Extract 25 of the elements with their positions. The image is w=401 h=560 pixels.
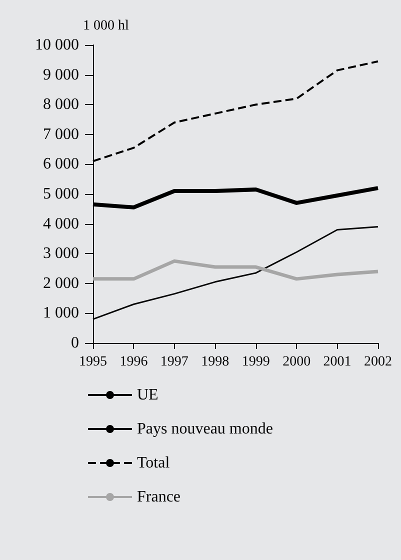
- legend-label: France: [137, 488, 181, 506]
- x-tick-label: 1997: [160, 354, 188, 370]
- y-tick-label: 7 000: [43, 126, 79, 143]
- legend-label: Total: [137, 454, 170, 472]
- x-tick-label: 1998: [201, 354, 230, 370]
- y-tick-label: 4 000: [43, 215, 79, 232]
- x-tick-label: 1995: [79, 354, 107, 370]
- y-tick-label: 3 000: [43, 245, 79, 262]
- y-axis-title: 1 000 hl: [83, 18, 129, 34]
- y-tick-label: 8 000: [43, 96, 79, 114]
- legend-label: UE: [137, 386, 158, 404]
- y-tick-label: 6 000: [43, 156, 79, 173]
- x-tick-label: 1996: [120, 354, 148, 370]
- x-tick-label: 2002: [364, 354, 392, 370]
- y-tick-label: 10 000: [35, 36, 79, 54]
- y-tick-label: 0: [71, 334, 79, 352]
- x-tick-label: 2001: [323, 354, 352, 370]
- legend-label: Pays nouveau monde: [137, 420, 273, 438]
- y-tick-label: 1 000: [43, 304, 79, 322]
- y-tick-label: 2 000: [43, 274, 79, 292]
- line-series: [91, 259, 380, 281]
- y-tick-label: 9 000: [43, 66, 79, 84]
- x-tick-label: 1999: [242, 354, 270, 370]
- x-tick-label: 2000: [282, 354, 311, 370]
- y-tick-label: 5 000: [43, 186, 79, 202]
